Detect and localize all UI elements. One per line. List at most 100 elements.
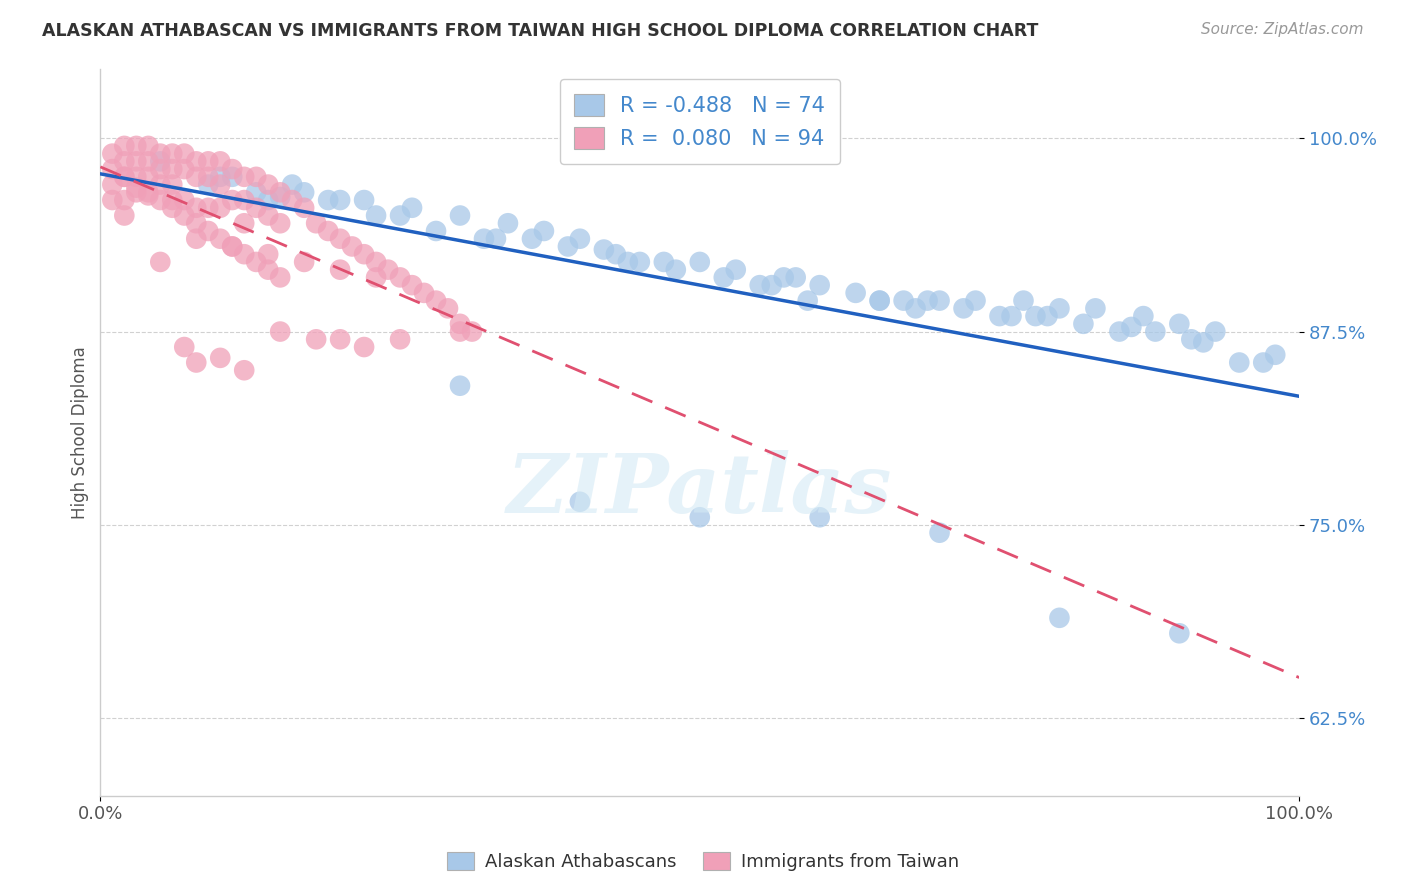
Point bbox=[364, 270, 387, 285]
Point bbox=[221, 239, 243, 253]
Point bbox=[162, 193, 184, 207]
Point bbox=[724, 262, 747, 277]
Point bbox=[713, 270, 735, 285]
Point bbox=[136, 188, 159, 202]
Point bbox=[149, 193, 172, 207]
Point bbox=[221, 239, 243, 253]
Point bbox=[917, 293, 939, 308]
Point bbox=[449, 317, 471, 331]
Point bbox=[1012, 293, 1035, 308]
Point bbox=[689, 255, 711, 269]
Point bbox=[257, 178, 280, 192]
Point bbox=[485, 232, 508, 246]
Point bbox=[209, 232, 232, 246]
Point bbox=[112, 139, 135, 153]
Point bbox=[197, 201, 219, 215]
Point bbox=[197, 154, 219, 169]
Point bbox=[689, 510, 711, 524]
Point bbox=[340, 239, 363, 253]
Point bbox=[845, 285, 868, 300]
Point bbox=[988, 309, 1011, 323]
Point bbox=[197, 178, 219, 192]
Point bbox=[305, 216, 328, 230]
Point bbox=[269, 216, 291, 230]
Point bbox=[389, 209, 412, 223]
Point bbox=[197, 224, 219, 238]
Point bbox=[162, 201, 184, 215]
Point bbox=[748, 278, 770, 293]
Point bbox=[125, 180, 148, 194]
Point bbox=[1036, 309, 1059, 323]
Point bbox=[520, 232, 543, 246]
Point bbox=[1000, 309, 1022, 323]
Point bbox=[1204, 325, 1226, 339]
Point bbox=[1144, 325, 1167, 339]
Point bbox=[257, 209, 280, 223]
Point bbox=[136, 139, 159, 153]
Point bbox=[353, 340, 375, 354]
Point bbox=[377, 262, 399, 277]
Point bbox=[952, 301, 974, 316]
Point bbox=[928, 293, 950, 308]
Point bbox=[617, 255, 640, 269]
Y-axis label: High School Diploma: High School Diploma bbox=[72, 346, 89, 518]
Legend: R = -0.488   N = 74, R =  0.080   N = 94: R = -0.488 N = 74, R = 0.080 N = 94 bbox=[560, 78, 839, 164]
Point bbox=[316, 224, 339, 238]
Point bbox=[316, 193, 339, 207]
Point bbox=[292, 186, 315, 200]
Point bbox=[449, 378, 471, 392]
Point bbox=[1251, 355, 1274, 369]
Point bbox=[245, 255, 267, 269]
Point bbox=[389, 332, 412, 346]
Point bbox=[893, 293, 915, 308]
Point bbox=[257, 247, 280, 261]
Point bbox=[233, 193, 256, 207]
Point bbox=[425, 293, 447, 308]
Point bbox=[568, 232, 591, 246]
Text: ZIPatlas: ZIPatlas bbox=[508, 450, 893, 531]
Point bbox=[329, 332, 352, 346]
Point bbox=[353, 247, 375, 261]
Point bbox=[186, 216, 208, 230]
Point bbox=[269, 270, 291, 285]
Point bbox=[1121, 320, 1143, 334]
Point bbox=[173, 340, 195, 354]
Point bbox=[257, 262, 280, 277]
Point bbox=[1264, 348, 1286, 362]
Point bbox=[101, 193, 124, 207]
Point bbox=[101, 162, 124, 177]
Point bbox=[353, 193, 375, 207]
Point bbox=[329, 232, 352, 246]
Point bbox=[628, 255, 651, 269]
Point bbox=[101, 178, 124, 192]
Point bbox=[269, 325, 291, 339]
Point bbox=[568, 495, 591, 509]
Point bbox=[125, 169, 148, 184]
Point bbox=[364, 255, 387, 269]
Point bbox=[869, 293, 891, 308]
Point bbox=[209, 201, 232, 215]
Point bbox=[592, 243, 614, 257]
Point bbox=[808, 510, 831, 524]
Point bbox=[904, 301, 927, 316]
Point bbox=[665, 262, 688, 277]
Point bbox=[389, 270, 412, 285]
Point bbox=[1024, 309, 1046, 323]
Point bbox=[173, 146, 195, 161]
Text: ALASKAN ATHABASCAN VS IMMIGRANTS FROM TAIWAN HIGH SCHOOL DIPLOMA CORRELATION CHA: ALASKAN ATHABASCAN VS IMMIGRANTS FROM TA… bbox=[42, 22, 1039, 40]
Point bbox=[136, 154, 159, 169]
Point bbox=[269, 186, 291, 200]
Point bbox=[1049, 301, 1071, 316]
Point bbox=[186, 232, 208, 246]
Point bbox=[437, 301, 460, 316]
Point bbox=[269, 190, 291, 204]
Point bbox=[233, 216, 256, 230]
Point bbox=[329, 193, 352, 207]
Point bbox=[173, 209, 195, 223]
Point bbox=[125, 139, 148, 153]
Point bbox=[136, 169, 159, 184]
Point bbox=[472, 232, 495, 246]
Point bbox=[149, 255, 172, 269]
Point bbox=[112, 154, 135, 169]
Point bbox=[173, 162, 195, 177]
